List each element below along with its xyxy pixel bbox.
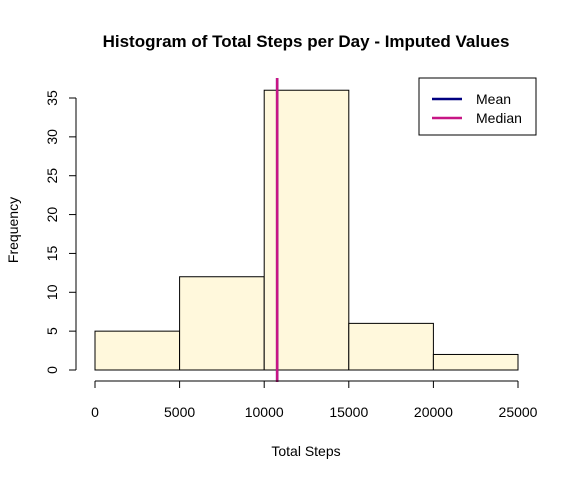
y-tick-label: 30 [44, 129, 60, 145]
x-tick-label: 0 [91, 404, 99, 420]
y-axis: 0 5 10 15 20 25 30 35 [44, 90, 77, 374]
histogram-bar-1 [94, 330, 181, 371]
x-tick-label: 5000 [164, 404, 195, 420]
y-tick-label: 25 [44, 168, 60, 184]
x-tick-label: 25000 [499, 404, 538, 420]
legend-label-mean: Mean [476, 91, 511, 107]
x-tick-label: 20000 [414, 404, 453, 420]
y-tick-label: 0 [44, 366, 60, 374]
legend: Mean Median [418, 77, 537, 136]
x-axis: 0 5000 10000 15000 20000 25000 [91, 380, 538, 420]
y-tick-label: 20 [44, 207, 60, 223]
x-axis-label: Total Steps [271, 443, 340, 459]
histogram-bar-4 [348, 322, 434, 371]
x-tick-label: 15000 [329, 404, 368, 420]
histogram-bar-2 [179, 276, 265, 371]
y-axis-label: Frequency [5, 197, 21, 263]
legend-box [418, 77, 537, 136]
histogram-bar-5 [432, 353, 519, 371]
y-tick-label: 10 [44, 284, 60, 300]
x-tick-label: 10000 [245, 404, 284, 420]
y-tick-label: 15 [44, 245, 60, 261]
y-tick-label: 5 [44, 327, 60, 335]
legend-label-median: Median [476, 110, 522, 126]
histogram-bars [94, 89, 519, 371]
chart-title: Histogram of Total Steps per Day - Imput… [103, 32, 510, 51]
y-tick-label: 35 [44, 90, 60, 106]
